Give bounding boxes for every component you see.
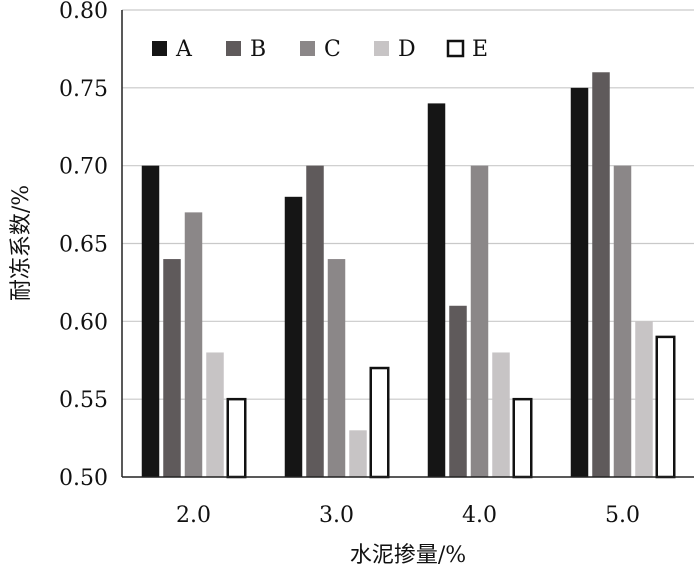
y-tick-label: 0.55 (59, 388, 108, 413)
bar-A-2.0 (141, 165, 160, 477)
bar-C-2.0 (184, 212, 203, 477)
legend-swatch-E (446, 39, 465, 58)
y-tick-labels: 0.50 0.55 0.60 0.65 0.70 0.75 0.80 (59, 0, 108, 491)
bar-D-3.0 (349, 430, 367, 477)
x-tick-label: 5.0 (605, 503, 640, 528)
legend: A B C D E (152, 37, 488, 62)
legend-label-B: B (250, 37, 266, 62)
bar-D-5.0 (635, 321, 653, 477)
legend-swatch-D (374, 41, 389, 56)
bar-C-4.0 (470, 165, 489, 477)
bar-A-5.0 (570, 87, 589, 477)
bar-E-2.0 (226, 397, 247, 479)
x-tick-label: 4.0 (462, 503, 497, 528)
bar-C-5.0 (613, 165, 632, 477)
bar-E-4.0 (512, 397, 533, 479)
y-axis-title: 耐冻系数/% (9, 185, 34, 301)
bar-E-3.0 (369, 366, 390, 479)
bar-B-3.0 (306, 165, 324, 477)
legend-label-C: C (324, 37, 341, 62)
bar-C-3.0 (327, 259, 346, 477)
bar-D-4.0 (492, 352, 510, 477)
bars (141, 72, 676, 479)
bar-B-2.0 (163, 259, 181, 477)
y-tick-label: 0.60 (59, 310, 108, 335)
axes (121, 10, 694, 478)
y-tick-label: 0.70 (59, 155, 108, 180)
bar-E-5.0 (655, 335, 676, 479)
y-tick-label: 0.75 (59, 77, 108, 102)
legend-label-D: D (398, 37, 416, 62)
legend-label-A: A (175, 37, 193, 62)
y-tick-label: 0.65 (59, 233, 108, 258)
bar-B-4.0 (449, 305, 467, 477)
x-tick-label: 3.0 (319, 503, 354, 528)
legend-swatch-C (300, 41, 315, 56)
bar-B-5.0 (592, 72, 610, 478)
bar-A-3.0 (284, 196, 303, 478)
legend-swatch-A (152, 41, 167, 56)
y-tick-label: 0.80 (59, 0, 108, 24)
legend-swatch-B (226, 41, 241, 56)
x-tick-label: 2.0 (176, 503, 211, 528)
bar-D-2.0 (206, 352, 224, 477)
x-tick-labels: 2.0 3.0 4.0 5.0 (176, 503, 640, 528)
y-tick-label: 0.50 (59, 466, 108, 491)
x-axis-title: 水泥掺量/% (350, 543, 466, 568)
legend-label-E: E (472, 37, 488, 62)
bar-A-4.0 (427, 103, 446, 478)
